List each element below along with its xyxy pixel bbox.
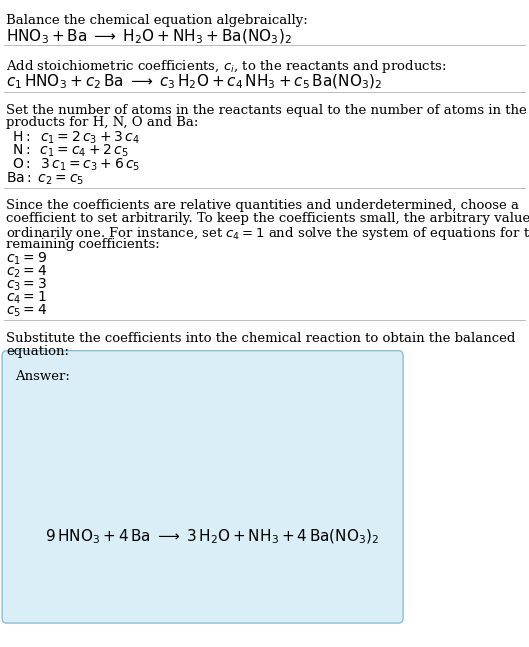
Text: Substitute the coefficients into the chemical reaction to obtain the balanced: Substitute the coefficients into the che…: [6, 332, 516, 345]
Text: $\mathrm{Ba:}\; c_2 = c_5$: $\mathrm{Ba:}\; c_2 = c_5$: [6, 170, 85, 186]
Text: $c_1\, \mathrm{HNO_3} + c_2\, \mathrm{Ba} \;\longrightarrow\; c_3\, \mathrm{H_2O: $c_1\, \mathrm{HNO_3} + c_2\, \mathrm{Ba…: [6, 72, 382, 91]
Text: Add stoichiometric coefficients, $c_i$, to the reactants and products:: Add stoichiometric coefficients, $c_i$, …: [6, 58, 446, 75]
Text: remaining coefficients:: remaining coefficients:: [6, 238, 160, 251]
Text: $\mathrm{N:}\;\; c_1 = c_4 + 2\,c_5$: $\mathrm{N:}\;\; c_1 = c_4 + 2\,c_5$: [12, 143, 128, 159]
Text: $c_4 = 1$: $c_4 = 1$: [6, 290, 47, 306]
Text: ordinarily one. For instance, set $c_4 = 1$ and solve the system of equations fo: ordinarily one. For instance, set $c_4 =…: [6, 225, 529, 242]
Text: $\mathrm{H:}\;\; c_1 = 2\,c_3 + 3\,c_4$: $\mathrm{H:}\;\; c_1 = 2\,c_3 + 3\,c_4$: [12, 129, 140, 146]
Text: $\mathrm{HNO_3 + Ba \;\longrightarrow\; H_2O + NH_3 + Ba(NO_3)_2}$: $\mathrm{HNO_3 + Ba \;\longrightarrow\; …: [6, 27, 292, 45]
Text: $c_5 = 4$: $c_5 = 4$: [6, 303, 48, 319]
Text: Answer:: Answer:: [15, 370, 70, 383]
Text: $c_3 = 3$: $c_3 = 3$: [6, 277, 47, 293]
Text: Since the coefficients are relative quantities and underdetermined, choose a: Since the coefficients are relative quan…: [6, 199, 519, 212]
Text: equation:: equation:: [6, 345, 69, 358]
Text: $\mathrm{O:}\;\; 3\,c_1 = c_3 + 6\,c_5$: $\mathrm{O:}\;\; 3\,c_1 = c_3 + 6\,c_5$: [12, 157, 140, 173]
Text: Set the number of atoms in the reactants equal to the number of atoms in the: Set the number of atoms in the reactants…: [6, 104, 527, 116]
Text: Balance the chemical equation algebraically:: Balance the chemical equation algebraica…: [6, 14, 308, 27]
Text: $c_1 = 9$: $c_1 = 9$: [6, 251, 48, 267]
FancyBboxPatch shape: [2, 351, 403, 623]
Text: $9\, \mathrm{HNO_3} + 4\, \mathrm{Ba} \;\longrightarrow\; 3\, \mathrm{H_2O} + \m: $9\, \mathrm{HNO_3} + 4\, \mathrm{Ba} \;…: [45, 528, 379, 546]
Text: coefficient to set arbitrarily. To keep the coefficients small, the arbitrary va: coefficient to set arbitrarily. To keep …: [6, 212, 529, 225]
Text: products for H, N, O and Ba:: products for H, N, O and Ba:: [6, 116, 199, 129]
Text: $c_2 = 4$: $c_2 = 4$: [6, 264, 48, 280]
